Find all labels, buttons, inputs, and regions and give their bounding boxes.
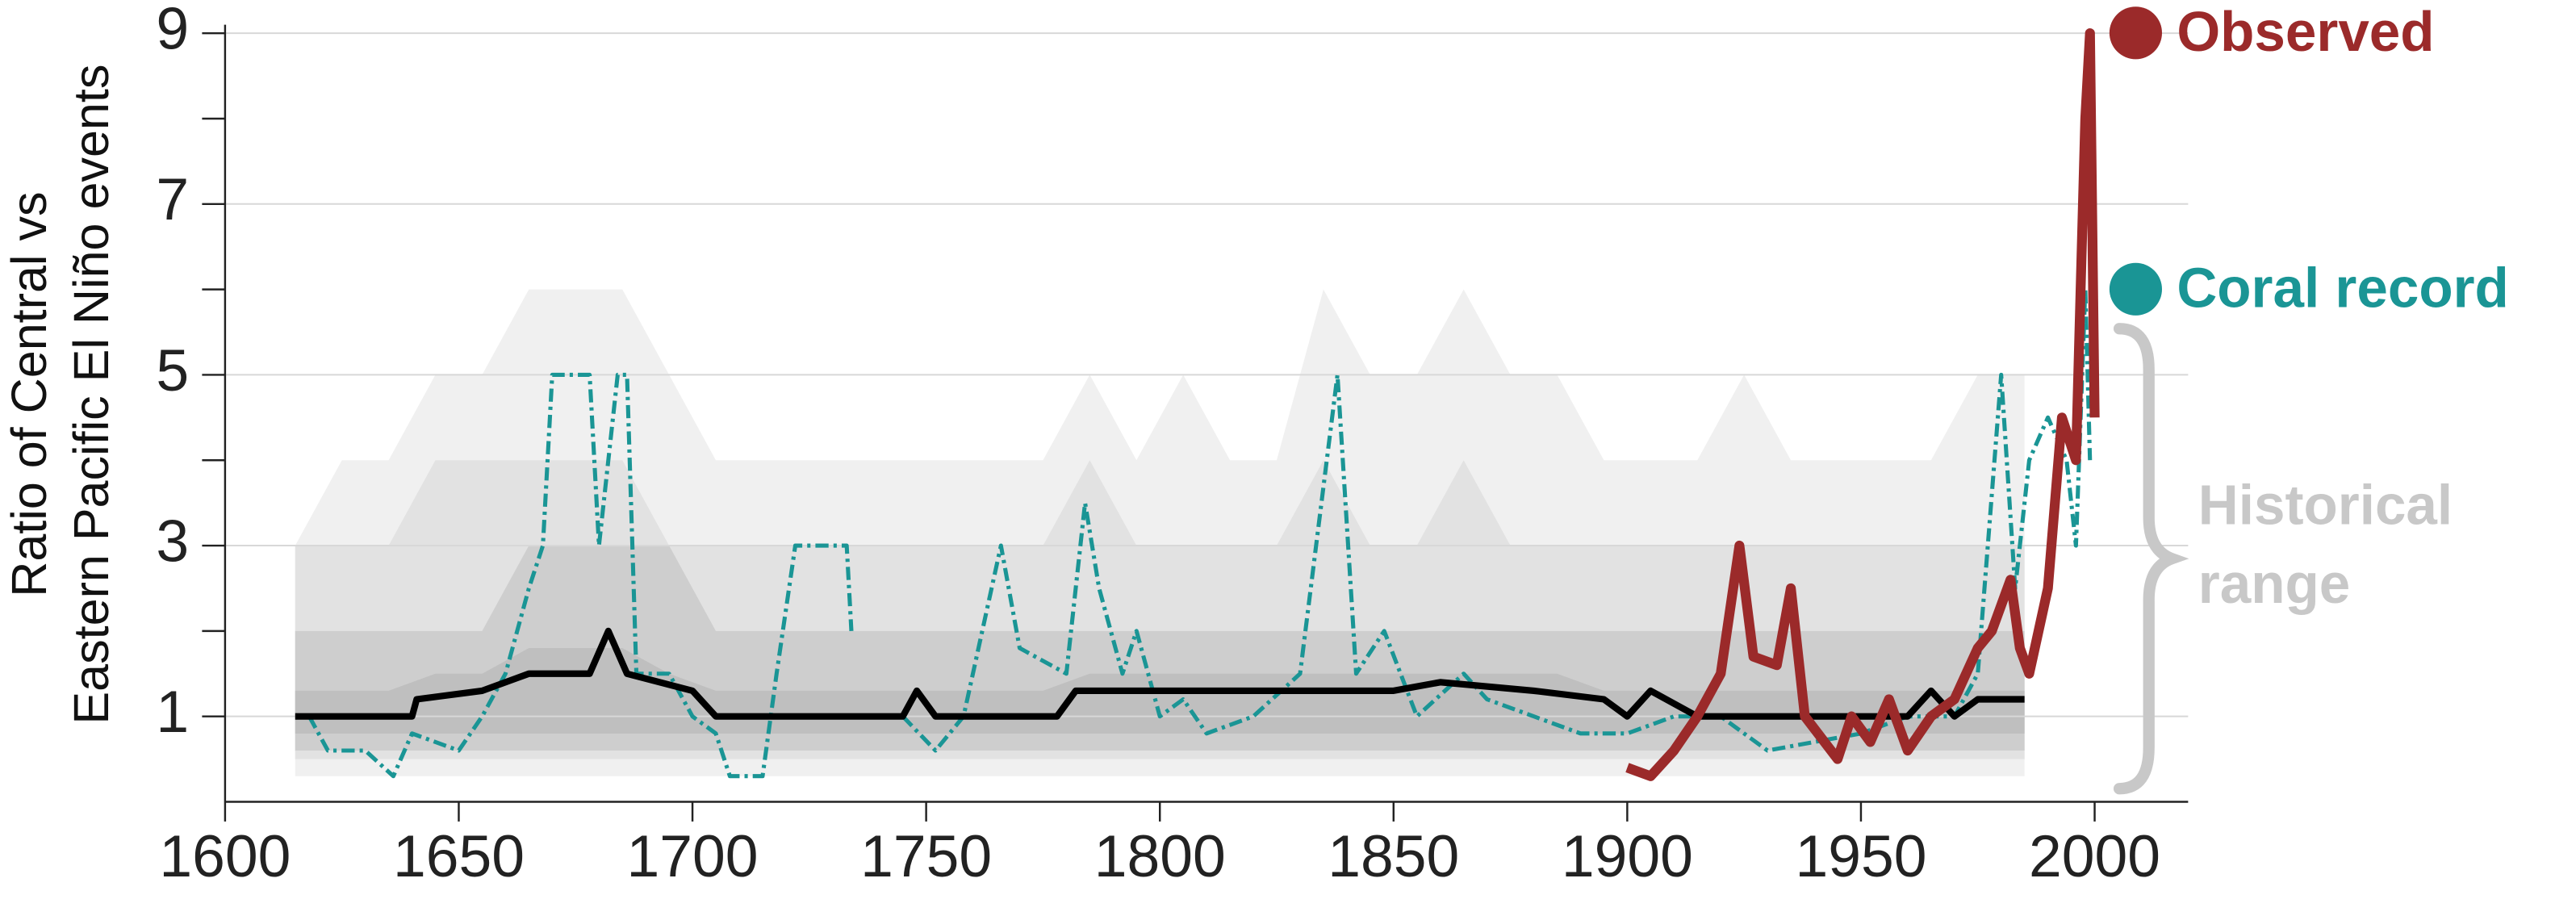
- y-tick-label: 9: [156, 0, 189, 62]
- lines: [295, 28, 2100, 781]
- y-tick-label: 5: [156, 337, 189, 404]
- legend-marker: [2109, 262, 2162, 316]
- y-tick-label: 3: [156, 508, 189, 574]
- legend-label: Observed: [2177, 0, 2434, 63]
- bands: [295, 289, 2025, 776]
- y-tick-label: 1: [156, 679, 189, 745]
- x-tick-label: 1850: [1328, 823, 1459, 889]
- y-axis-label: Ratio of Central vs: [2, 191, 56, 596]
- x-tick-label: 1700: [627, 823, 759, 889]
- legend-label: Coral record: [2177, 257, 2509, 320]
- x-tick-label: 1600: [159, 823, 291, 889]
- legend-marker: [2109, 6, 2162, 60]
- x-tick-label: 2000: [2029, 823, 2160, 889]
- annotation: Historical: [2198, 473, 2453, 536]
- y-tick-label: 7: [156, 166, 189, 232]
- x-tick-label: 1800: [1094, 823, 1226, 889]
- series-line: [307, 287, 2093, 779]
- annotation: range: [2198, 552, 2350, 615]
- x-tick-label: 1950: [1795, 823, 1926, 889]
- x-tick-label: 1900: [1562, 823, 1693, 889]
- series-line: [295, 627, 2025, 720]
- series-line: [1625, 28, 2100, 781]
- brace: [2113, 323, 2189, 795]
- x-tick-label: 1650: [393, 823, 525, 889]
- y-axis-label: Eastern Pacific El Niño events: [64, 65, 119, 725]
- axes: 1 3 5 7 9 1600 1650 1700 1750 1800 1850 1900 1950 200…: [156, 0, 2189, 889]
- x-tick-label: 1750: [860, 823, 992, 889]
